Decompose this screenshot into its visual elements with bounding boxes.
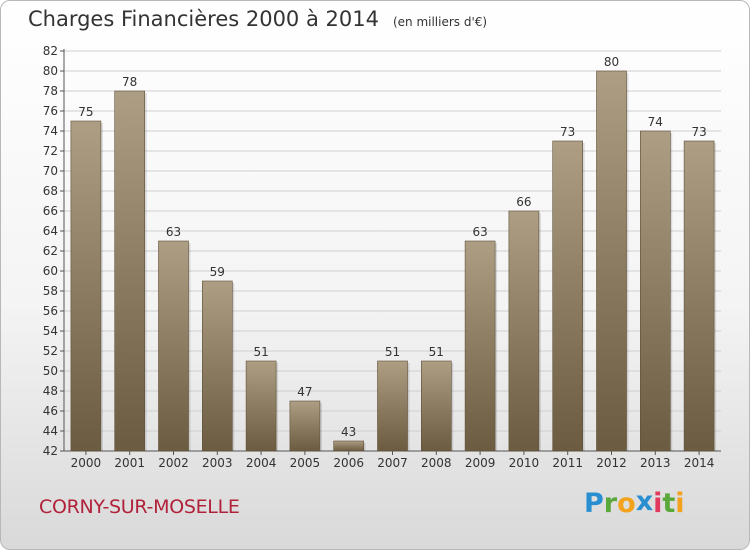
y-tick-label: 54 <box>43 324 58 338</box>
logo-letter: P <box>584 488 604 519</box>
y-tick-label: 64 <box>43 224 58 238</box>
data-label: 51 <box>385 345 400 359</box>
data-label: 47 <box>297 385 312 399</box>
bar <box>420 360 452 452</box>
x-tick-label: 2006 <box>333 456 364 470</box>
bar <box>683 140 715 452</box>
x-tick-label: 2005 <box>290 456 321 470</box>
y-tick-label: 72 <box>43 144 58 158</box>
logo-letter: t <box>662 488 676 519</box>
y-tick-label: 62 <box>43 244 58 258</box>
logo-letter: i <box>653 488 663 519</box>
data-label: 78 <box>122 75 137 89</box>
x-tick-label: 2003 <box>202 456 233 470</box>
y-tick-label: 44 <box>43 424 58 438</box>
data-label: 66 <box>516 195 531 209</box>
y-tick-label: 68 <box>43 184 58 198</box>
y-tick-label: 66 <box>43 204 58 218</box>
chart-title-text: Charges Financières 2000 à 2014 <box>28 7 379 31</box>
logo-letter: r <box>603 488 618 519</box>
data-label: 51 <box>253 345 268 359</box>
data-label: 73 <box>560 125 575 139</box>
data-label: 63 <box>472 225 487 239</box>
y-tick-label: 56 <box>43 304 58 318</box>
bar <box>596 70 627 452</box>
bar <box>377 360 408 452</box>
data-label: 80 <box>604 55 619 69</box>
x-tick-label: 2014 <box>684 456 715 470</box>
bar <box>552 140 584 452</box>
chart-subtitle: (en milliers d'€) <box>392 15 488 29</box>
bar <box>464 240 496 452</box>
bar <box>202 280 233 452</box>
x-tick-label: 2001 <box>114 456 145 470</box>
bar <box>114 90 145 452</box>
y-tick-label: 50 <box>43 364 58 378</box>
logo-letter: o <box>617 488 636 519</box>
data-label: 43 <box>341 425 356 439</box>
logo-letter: x <box>635 486 654 517</box>
y-tick-label: 80 <box>43 64 58 78</box>
y-tick-label: 70 <box>43 164 58 178</box>
bar <box>245 360 277 452</box>
proxiti-logo: Proxiti <box>584 486 685 519</box>
x-tick-label: 2013 <box>640 456 671 470</box>
x-tick-label: 2011 <box>552 456 583 470</box>
data-label: 59 <box>210 265 225 279</box>
data-label: 63 <box>166 225 181 239</box>
bar <box>333 440 365 452</box>
y-tick-label: 42 <box>43 444 58 458</box>
x-tick-label: 2008 <box>421 456 452 470</box>
y-tick-label: 82 <box>43 44 58 58</box>
data-label: 51 <box>429 345 444 359</box>
y-tick-label: 58 <box>43 284 58 298</box>
x-tick-label: 2004 <box>246 456 277 470</box>
y-tick-label: 48 <box>43 384 58 398</box>
y-tick-label: 52 <box>43 344 58 358</box>
bar <box>639 130 671 452</box>
x-tick-label: 2009 <box>465 456 496 470</box>
logo-letter: i <box>675 488 685 519</box>
x-tick-label: 2002 <box>158 456 189 470</box>
x-tick-label: 2007 <box>377 456 408 470</box>
data-label: 75 <box>78 105 93 119</box>
data-label: 73 <box>691 125 706 139</box>
y-tick-label: 76 <box>43 104 58 118</box>
bar <box>158 240 189 452</box>
x-tick-label: 2010 <box>509 456 540 470</box>
chart-title: Charges Financières 2000 à 2014 (en milli… <box>28 7 487 31</box>
y-tick-label: 74 <box>43 124 58 138</box>
commune-name: CORNY-SUR-MOSELLE <box>39 496 240 518</box>
bar <box>508 210 540 452</box>
data-label: 74 <box>648 115 663 129</box>
bar <box>289 400 321 452</box>
x-tick-label: 2012 <box>596 456 627 470</box>
x-tick-label: 2000 <box>71 456 102 470</box>
y-tick-label: 78 <box>43 84 58 98</box>
y-tick-label: 46 <box>43 404 58 418</box>
y-tick-label: 60 <box>43 264 58 278</box>
bar <box>70 120 102 452</box>
